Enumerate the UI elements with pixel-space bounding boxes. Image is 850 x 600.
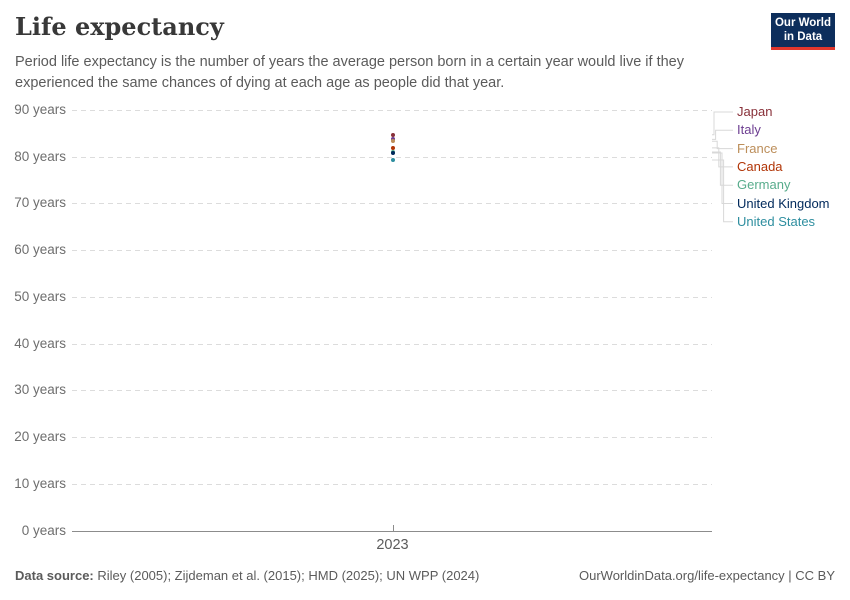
y-axis-tick-label: 10 years (14, 475, 66, 491)
x-axis-tick (392, 524, 394, 531)
y-axis-tick-label: 50 years (14, 288, 66, 304)
chart-subtitle: Period life expectancy is the number of … (15, 54, 684, 92)
y-axis-tick-label: 20 years (14, 429, 66, 445)
legend-connector-line (712, 152, 733, 204)
y-axis-tick-label: 40 years (14, 335, 66, 351)
y-axis-tick-label: 30 years (14, 382, 66, 398)
legend-connector-line (712, 111, 733, 136)
gridline (72, 437, 712, 439)
y-axis-tick-label: 0 years (21, 522, 66, 538)
legend-connector-line (712, 151, 733, 186)
data-point-united-states[interactable] (390, 157, 395, 162)
gridline (72, 110, 712, 111)
gridline (72, 156, 712, 158)
y-axis-tick-label: 80 years (14, 148, 66, 164)
gridline (72, 296, 712, 298)
legend-item-germany[interactable]: Germany (737, 177, 791, 193)
data-source-note: Data source: Riley (2005); Zijdeman et a… (15, 568, 479, 583)
legend-item-canada[interactable]: Canada (737, 158, 783, 174)
data-source-text: Riley (2005); Zijdeman et al. (2015); HM… (97, 568, 480, 583)
data-point-japan[interactable] (390, 132, 395, 137)
chart-footer: Data source: Riley (2005); Zijdeman et a… (15, 568, 835, 583)
data-point-united-kingdom[interactable] (390, 150, 395, 155)
data-point-france[interactable] (390, 139, 395, 144)
legend-connector-line (712, 129, 733, 140)
owid-logo-line1: Our World (774, 16, 831, 29)
data-point-canada[interactable] (390, 145, 395, 150)
legend-item-france[interactable]: France (737, 140, 778, 156)
gridline (72, 203, 712, 205)
owid-logo[interactable]: Our World in Data (771, 13, 835, 50)
legend-item-united-kingdom[interactable]: United Kingdom (737, 195, 830, 211)
x-axis-line (72, 530, 712, 532)
gridline (72, 343, 712, 345)
gridline (72, 390, 712, 392)
page-title: Life expectancy (15, 12, 224, 41)
y-axis-tick-label: 90 years (14, 102, 66, 117)
x-axis-year-label: 2023 (376, 536, 409, 553)
legend-connector-line (712, 147, 733, 168)
data-source-label: Data source: (15, 568, 94, 583)
gridline (72, 483, 712, 485)
y-axis-tick-label: 70 years (14, 195, 66, 211)
legend-connector-line (712, 159, 733, 223)
owid-credit-link[interactable]: OurWorldinData.org/life-expectancy | CC … (578, 568, 835, 583)
legend-item-united-states[interactable]: United States (737, 213, 816, 229)
gridline (72, 250, 712, 252)
legend-connector-line (712, 140, 733, 150)
y-axis-tick-label: 60 years (14, 242, 66, 258)
legend-item-italy[interactable]: Italy (737, 122, 761, 138)
owid-logo-line2: in Data (783, 31, 823, 43)
legend-item-japan[interactable]: Japan (737, 104, 773, 119)
